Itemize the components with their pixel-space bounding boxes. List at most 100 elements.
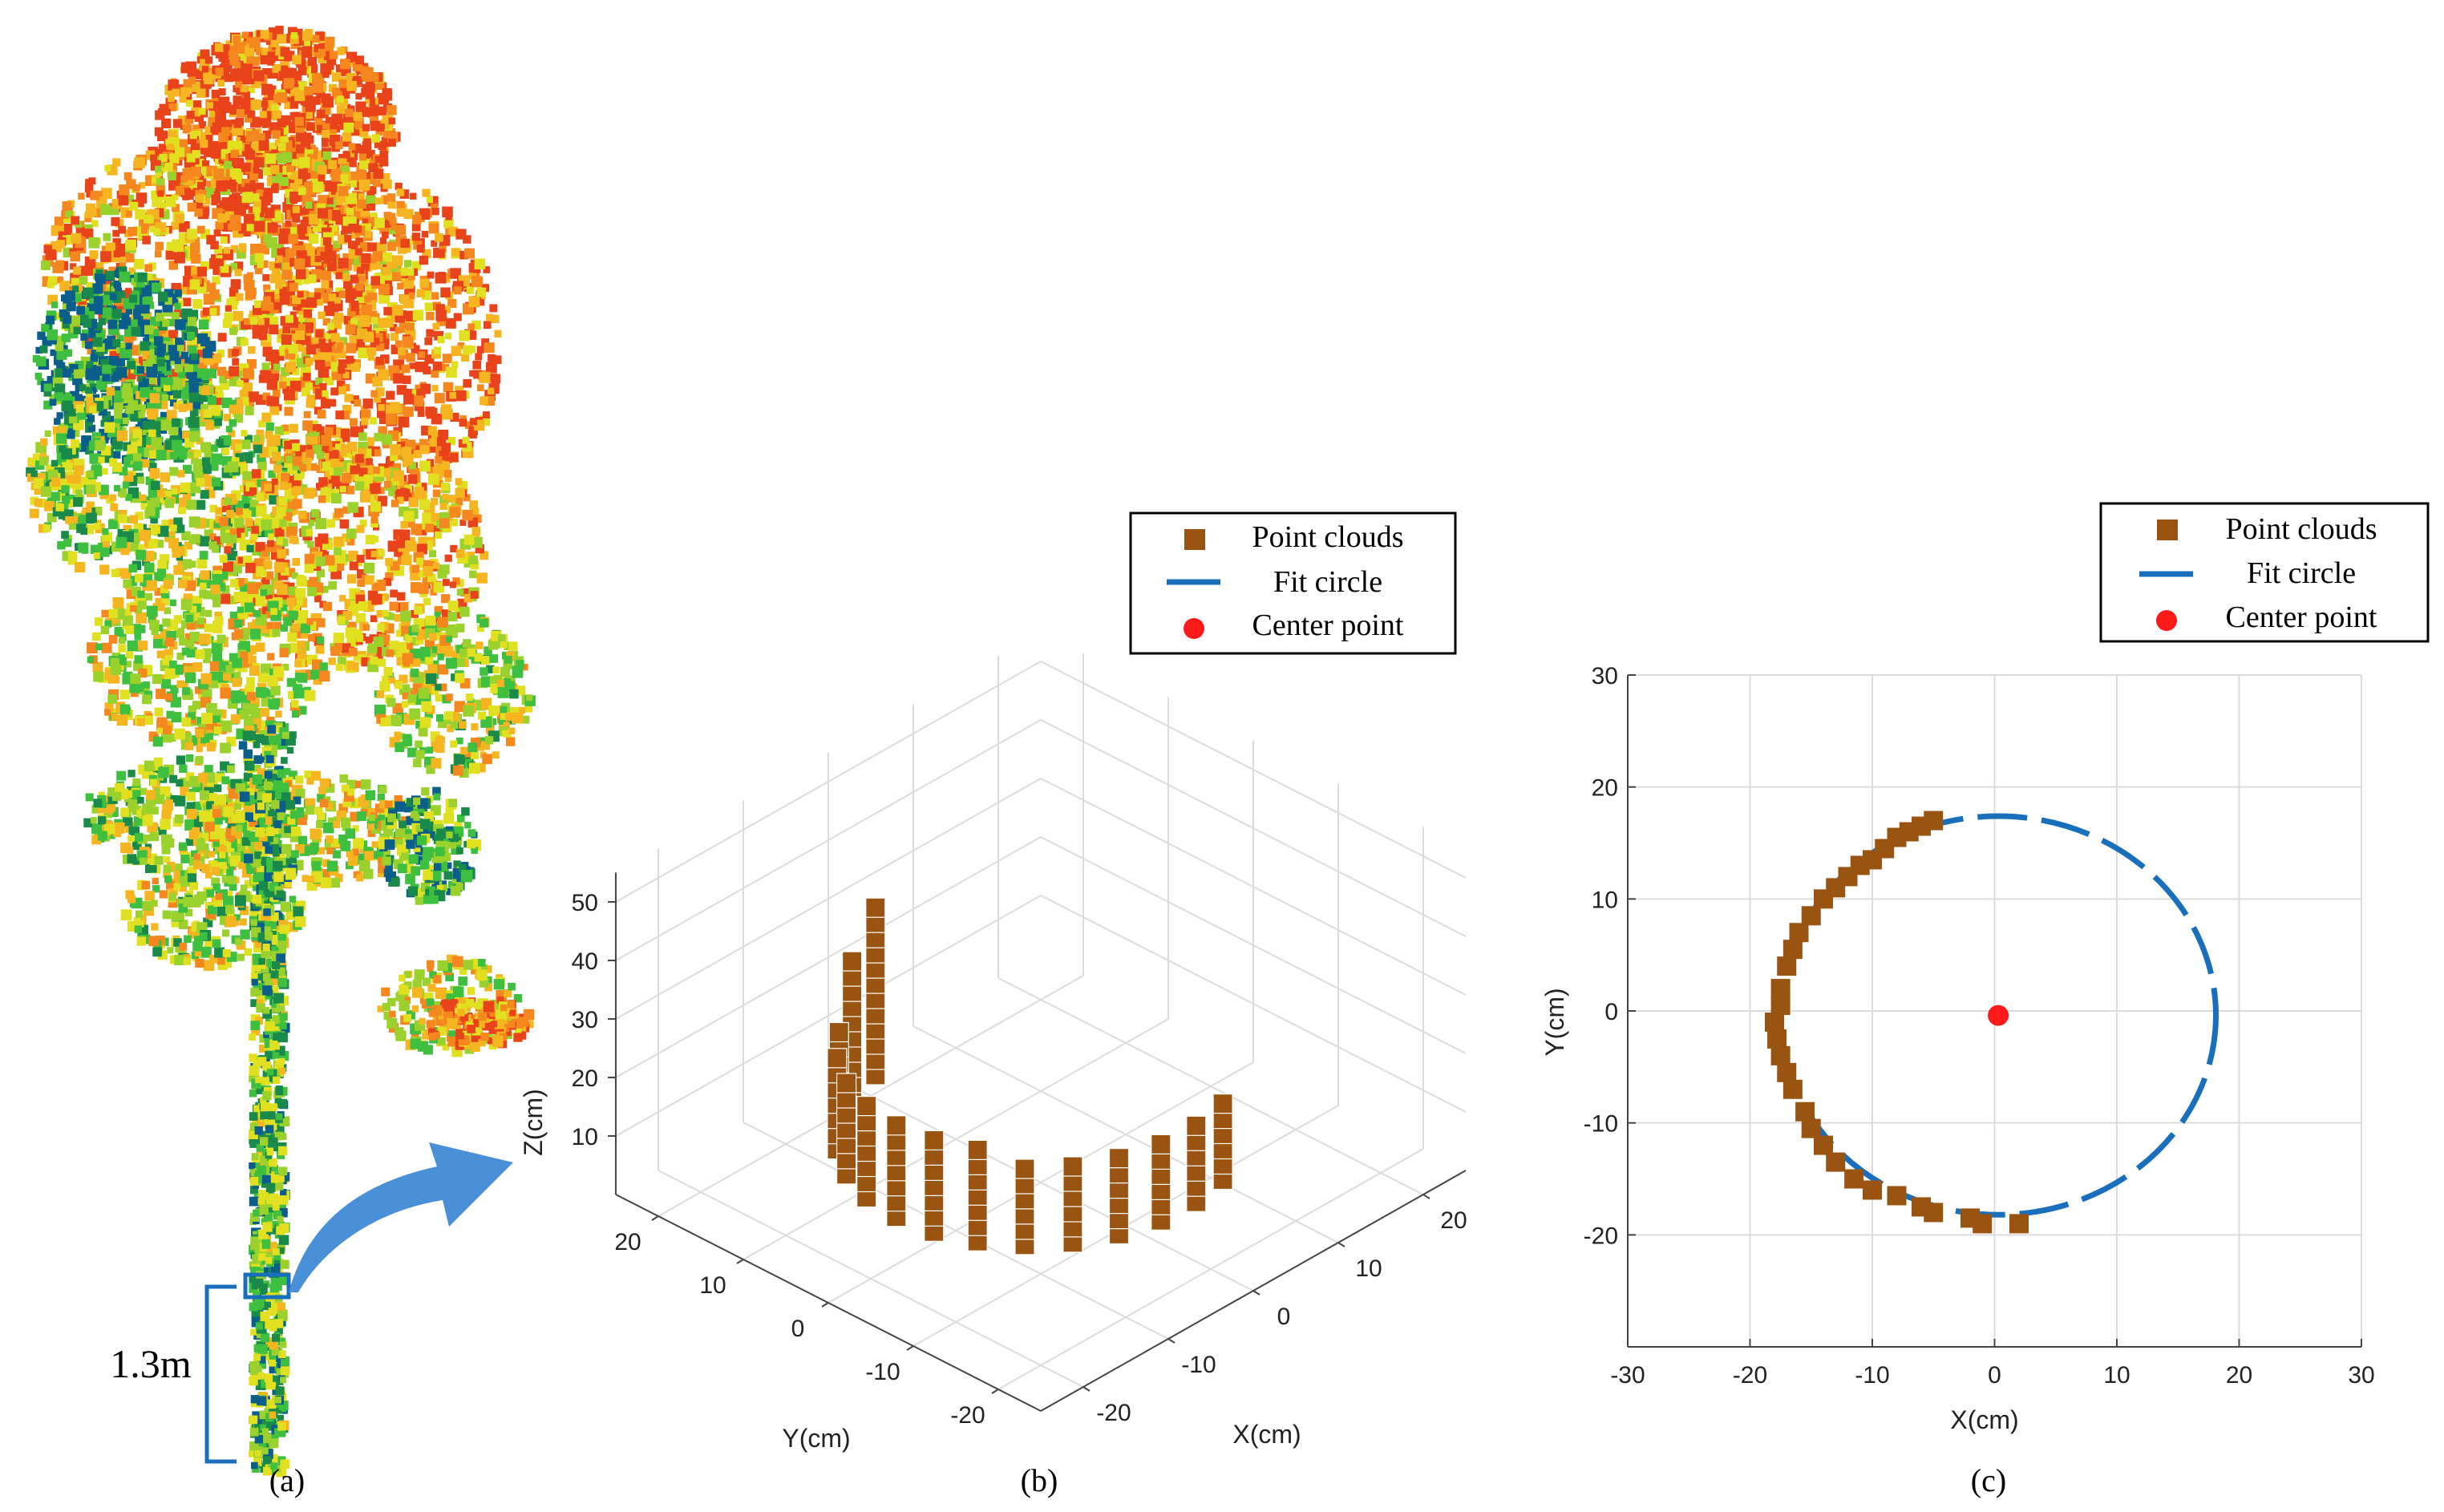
tree-point: [49, 337, 57, 345]
tree-point: [379, 150, 389, 160]
tree-point: [365, 575, 374, 585]
tree-point: [297, 291, 304, 298]
tree-point: [448, 226, 459, 237]
tree-point: [325, 245, 333, 253]
tree-point: [199, 551, 208, 560]
tree-point: [138, 376, 146, 384]
tree-point: [390, 499, 399, 507]
tree-point: [262, 130, 272, 139]
tree-point: [162, 394, 169, 402]
tree-point: [307, 586, 317, 596]
tree-point: [346, 81, 357, 91]
tree-point: [363, 562, 375, 574]
tree-point: [288, 121, 296, 130]
tree-point: [386, 105, 397, 115]
tree-point: [466, 286, 475, 294]
tree-point: [248, 655, 257, 665]
tree-point: [225, 104, 234, 113]
tree-point: [354, 224, 362, 233]
tree-point: [321, 269, 332, 281]
tree-point: [364, 295, 371, 303]
tree-point: [86, 311, 95, 320]
tree-point: [359, 491, 371, 503]
tree-point: [334, 180, 342, 188]
tree-point: [350, 465, 359, 475]
tree-point: [272, 290, 281, 299]
tree-point: [132, 461, 143, 471]
tree-point: [281, 424, 289, 431]
tree-point: [273, 94, 282, 103]
tree-point: [362, 141, 372, 151]
tree-point: [390, 589, 399, 598]
tree-point: [418, 583, 429, 594]
tree-point: [184, 93, 192, 101]
tree-point: [370, 212, 378, 220]
tree-point: [403, 456, 413, 466]
tree-point: [315, 377, 323, 386]
tree-point: [342, 371, 350, 378]
tree-point: [276, 255, 283, 262]
tree-point: [217, 213, 227, 223]
tree-point: [450, 412, 459, 422]
tree-point: [348, 143, 356, 151]
tree-point: [254, 300, 262, 309]
tree-point: [314, 292, 322, 300]
tree-point: [134, 157, 145, 168]
tree-point: [422, 188, 431, 197]
tree-point: [178, 506, 186, 515]
tree-point: [285, 67, 294, 76]
tree-point: [73, 369, 83, 379]
tree-point: [162, 144, 169, 151]
tree-point: [185, 742, 193, 750]
tree-point: [79, 384, 87, 391]
tree-point: [43, 388, 52, 397]
tree-point: [169, 451, 178, 460]
tree-point: [113, 371, 122, 380]
tree-point: [306, 344, 317, 355]
tree-point: [169, 467, 179, 476]
tree-point: [242, 63, 251, 71]
tree-point: [230, 279, 241, 289]
tree-point: [75, 489, 83, 497]
tree-point: [369, 417, 377, 425]
tree-point: [370, 72, 379, 82]
tree-point: [190, 251, 198, 259]
tree-point: [220, 380, 229, 390]
tree-point: [410, 192, 417, 200]
tree-point: [370, 551, 378, 558]
tree-point: [229, 377, 239, 386]
tree-point: [244, 229, 251, 237]
tree-point: [249, 37, 261, 48]
tree-point: [361, 262, 370, 271]
tree-point: [114, 484, 121, 491]
tree-point: [447, 436, 456, 446]
tree-point: [67, 480, 75, 489]
tree-point: [156, 568, 166, 578]
tree-point: [334, 297, 341, 304]
tree-point: [322, 96, 334, 108]
tree-point: [302, 373, 311, 381]
tree-point: [119, 271, 131, 283]
tree-point: [192, 124, 200, 131]
tree-point: [277, 329, 287, 338]
tree-point: [154, 336, 164, 346]
tree-point: [234, 619, 243, 628]
tree-point: [88, 296, 97, 304]
tree-point: [224, 160, 233, 169]
tree-point: [330, 459, 340, 467]
tree-point: [86, 484, 96, 495]
tree-point: [451, 346, 462, 357]
tree-point: [212, 574, 224, 585]
tree-point: [60, 345, 68, 353]
tree-point: [418, 351, 426, 358]
tree-point: [335, 664, 343, 671]
tree-point: [244, 602, 254, 612]
tree-point: [192, 299, 203, 309]
tree-point: [146, 358, 156, 368]
tree-point: [273, 301, 281, 310]
tree-point: [183, 464, 192, 474]
tree-point: [403, 394, 415, 405]
tree-point: [71, 515, 78, 524]
tree-point: [253, 204, 261, 213]
tree-point: [104, 422, 115, 433]
